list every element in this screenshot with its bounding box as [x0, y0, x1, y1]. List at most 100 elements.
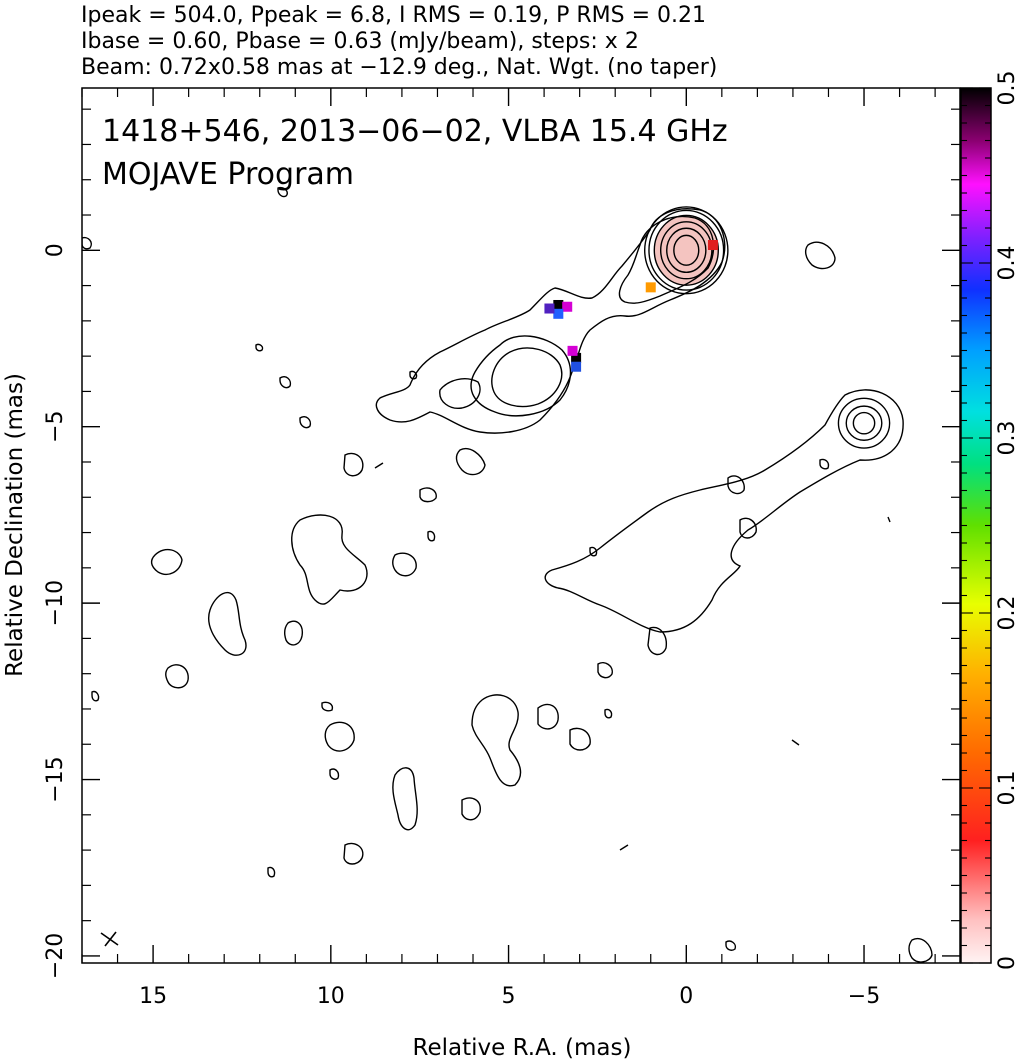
- colorbar-ticks: 0 0.1 0.2 0.3 0.4 0.5: [961, 71, 1020, 970]
- x-axis-ticks: 15 10 5 0 −5: [139, 88, 880, 1009]
- noise-contour: [343, 842, 364, 865]
- noise-contour: [819, 458, 830, 470]
- noise-contour: [791, 739, 800, 746]
- jet-contour-2: [618, 215, 715, 304]
- polarization-pixel: [544, 303, 555, 314]
- polarization-pixel: [567, 345, 578, 356]
- noise-contour: [461, 797, 481, 821]
- colorbar-tick-label: 0.5: [995, 71, 1020, 106]
- fractional-polarization-pixels: [544, 240, 718, 372]
- noise-contour: [150, 548, 183, 576]
- polarization-pixel: [562, 301, 573, 312]
- x-tick-label: 5: [502, 984, 516, 1009]
- noise-contour: [321, 701, 334, 712]
- noise-contour: [597, 662, 613, 679]
- noise-contour: [329, 768, 340, 780]
- noise-contour: [537, 703, 559, 730]
- noise-contour: [804, 241, 836, 270]
- y-tick-label: −20: [43, 933, 68, 979]
- noise-contour: [279, 376, 292, 389]
- noise-contour: [277, 186, 288, 198]
- colorbar-tick-label: 0.1: [995, 771, 1020, 806]
- y-tick-label: −5: [43, 410, 68, 442]
- plot-frame: [81, 87, 961, 964]
- contour-layer: [82, 186, 933, 963]
- noise-contour: [647, 626, 667, 656]
- noise-contour: [569, 727, 591, 751]
- beam-marker: [100, 931, 119, 947]
- noise-contour: [208, 591, 247, 656]
- core-contour-ring: [653, 214, 719, 286]
- noise-contour: [82, 236, 92, 250]
- noise-contour: [739, 517, 757, 539]
- noise-contour: [908, 938, 933, 963]
- y-tick-label: 0: [43, 243, 68, 257]
- jet-outer-contour: [375, 208, 726, 434]
- noise-contour: [604, 708, 613, 719]
- noise-contour: [374, 462, 384, 469]
- y-axis-ticks: 0 −5 −10 −15 −20: [43, 243, 960, 979]
- noise-contour: [427, 530, 436, 542]
- header-base-line: Ibase = 0.60, Pbase = 0.63 (mJy/beam), s…: [81, 29, 639, 54]
- noise-contour: [887, 516, 891, 523]
- x-axis-label: Relative R.A. (mas): [413, 1035, 632, 1061]
- polarization-pixel: [553, 308, 564, 319]
- polarization-pixel: [571, 361, 582, 372]
- colorbar: 0 0.1 0.2 0.3 0.4 0.5: [960, 71, 1020, 970]
- header-peak-line: Ipeak = 504.0, Ppeak = 6.8, I RMS = 0.19…: [81, 3, 706, 28]
- noise-contour: [91, 690, 100, 702]
- polarization-pixel: [707, 240, 718, 251]
- y-tick-label: −15: [43, 756, 68, 802]
- program-label: MOJAVE Program: [102, 157, 354, 192]
- noise-contour: [392, 552, 417, 577]
- colorbar-tick-label: 0.2: [995, 596, 1020, 631]
- noise-contour: [455, 448, 486, 476]
- noise-contour: [283, 620, 303, 646]
- core-contour-ring: [666, 227, 707, 274]
- core-contour-ring: [673, 234, 700, 266]
- noise-contour: [589, 546, 598, 557]
- jet-contour-4: [491, 347, 563, 408]
- header-beam-line: Beam: 0.72x0.58 mas at −12.9 deg., Nat. …: [81, 55, 717, 80]
- noise-contour: [471, 694, 522, 787]
- noise-contour: [299, 416, 312, 429]
- noise-contour: [409, 370, 418, 380]
- y-axis-label: Relative Declination (mas): [2, 373, 28, 677]
- noise-contour: [725, 940, 737, 951]
- core-contour-ring: [648, 209, 725, 291]
- secondary-jet-contour: [544, 389, 904, 633]
- colorbar-tick-label: 0.3: [995, 421, 1020, 456]
- colorbar-tick-label: 0: [995, 956, 1020, 970]
- core-contour-rings: [644, 206, 729, 295]
- noise-contour: [727, 475, 745, 495]
- y-tick-label: −10: [43, 580, 68, 626]
- source-epoch-label: 1418+546, 2013−06−02, VLBA 15.4 GHz: [102, 114, 728, 149]
- core-shading: [654, 214, 719, 286]
- x-tick-label: 10: [317, 984, 345, 1009]
- x-tick-label: 0: [679, 984, 693, 1009]
- noise-contour: [267, 866, 276, 878]
- polarization-pixel: [553, 299, 564, 310]
- x-tick-label: 15: [139, 984, 167, 1009]
- core-contour-ring: [659, 221, 713, 280]
- jet-contour-3: [470, 335, 572, 417]
- polarization-pixel: [645, 282, 656, 293]
- noise-contour: [324, 721, 355, 752]
- polarization-pixel: [571, 352, 582, 363]
- noise-contour: [619, 844, 629, 851]
- minor-ticks: [81, 88, 960, 963]
- noise-contour: [255, 343, 264, 352]
- noise-contour: [419, 487, 437, 503]
- secondary-contour-ring: [845, 405, 883, 441]
- secondary-contour-rings: [837, 397, 891, 449]
- x-tick-label: −5: [848, 984, 880, 1009]
- secondary-contour-ring: [837, 397, 891, 449]
- noise-contour: [392, 767, 418, 831]
- noise-contour: [165, 664, 189, 689]
- noise-contour: [343, 452, 364, 477]
- secondary-contour-ring: [852, 411, 876, 435]
- colorbar-tick-label: 0.4: [995, 246, 1020, 281]
- noise-contour: [291, 514, 368, 605]
- jet-contour-5: [439, 378, 481, 409]
